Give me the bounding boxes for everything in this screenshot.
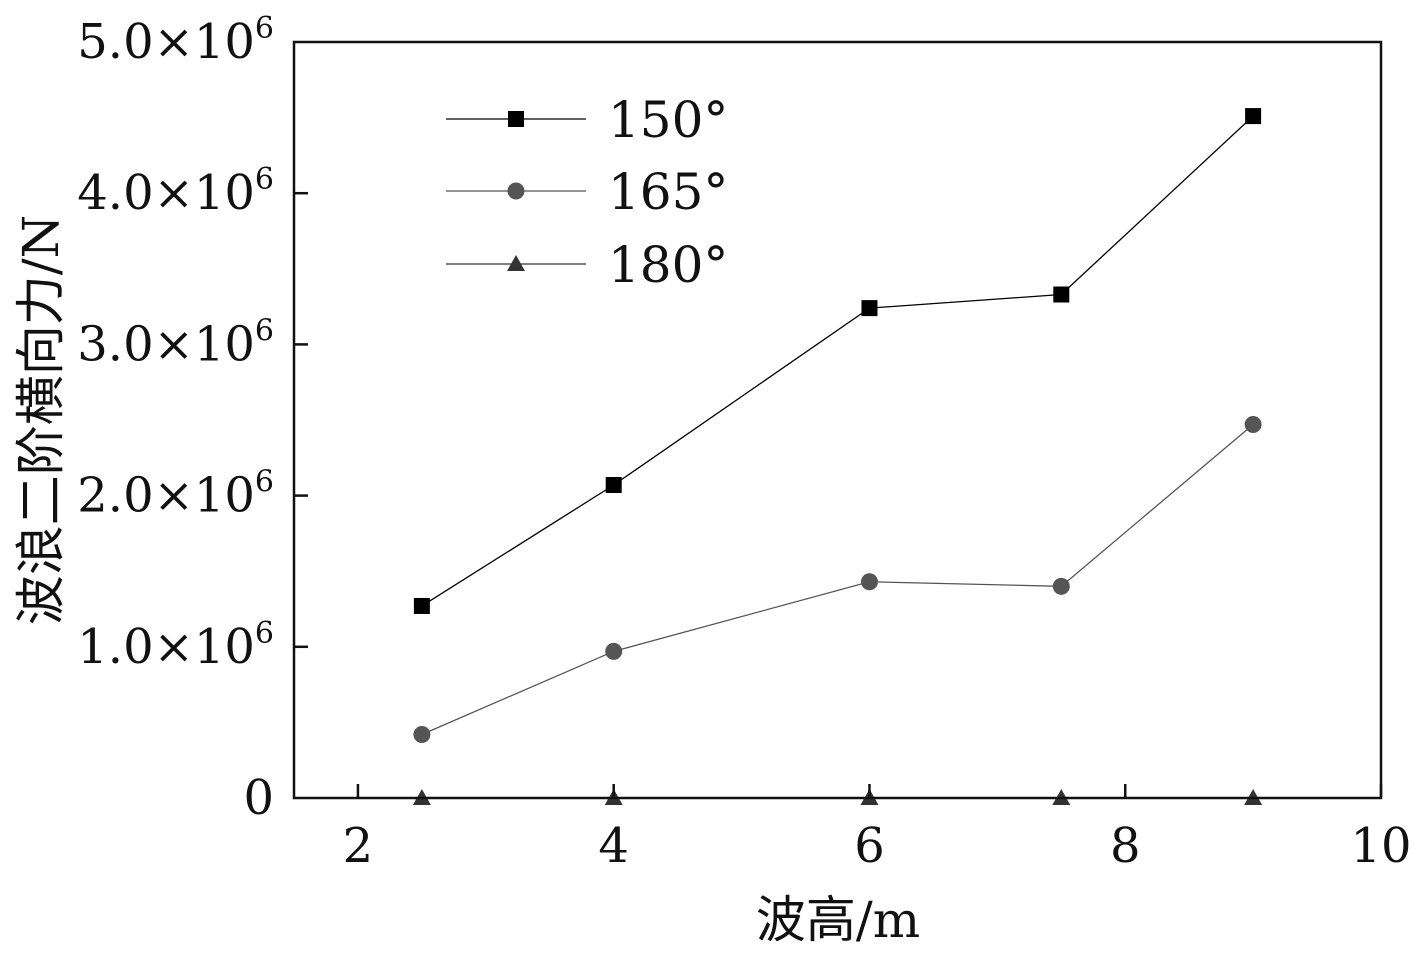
data-point — [860, 573, 878, 591]
plot-frame — [292, 40, 1383, 800]
series-layer — [412, 108, 1263, 805]
y-tick-mantissa: 1.0×10 — [77, 619, 255, 675]
legend: 150° 165° 180° — [446, 91, 728, 294]
y-tick-mantissa: 5.0×10 — [77, 14, 255, 70]
series-square — [413, 108, 1262, 614]
data-point — [1052, 577, 1070, 595]
legend-marker — [507, 255, 525, 271]
y-tick-exponent: 6 — [255, 313, 274, 348]
x-tick-label: 6 — [854, 818, 885, 874]
data-point — [413, 725, 431, 743]
y-tick-exponent: 6 — [255, 162, 274, 197]
legend-item: 180° — [446, 236, 728, 294]
ticks-layer: 2 4 6 8 1001.0×1062.0×1063.0×1064.0×1065.0×1… — [77, 11, 1411, 874]
y-tick-mantissa: 4.0×10 — [77, 165, 255, 221]
data-point — [605, 477, 622, 494]
x-tick-label: 2 — [343, 818, 374, 874]
legend-marker — [508, 111, 524, 127]
y-tick-exponent: 6 — [255, 465, 274, 500]
legend-label: 150° — [608, 91, 728, 149]
y-tick-mantissa: 3.0×10 — [77, 316, 255, 372]
y-axis-label: 波浪二阶横向力/N — [12, 215, 70, 626]
x-axis-label: 波高/m — [756, 891, 920, 949]
data-point — [413, 597, 430, 614]
y-tick-label: 3.0×106 — [77, 313, 274, 372]
series-circle — [413, 416, 1262, 743]
data-point — [1053, 286, 1070, 303]
legend-item: 165° — [446, 163, 728, 221]
y-tick-label: 4.0×106 — [77, 162, 274, 221]
legend-item: 150° — [446, 91, 728, 149]
y-tick-exponent: 6 — [255, 11, 274, 46]
data-point — [861, 300, 878, 317]
legend-label: 180° — [608, 236, 728, 294]
legend-marker — [507, 182, 525, 200]
legend-label: 165° — [608, 163, 728, 221]
y-tick-exponent: 6 — [255, 616, 274, 651]
x-tick-label: 8 — [1110, 818, 1141, 874]
x-tick-label: 4 — [598, 818, 629, 874]
y-tick-mantissa: 2.0×10 — [77, 468, 255, 524]
x-tick-label: 10 — [1350, 818, 1411, 874]
data-point — [1244, 416, 1262, 434]
y-tick-label: 5.0×106 — [77, 11, 274, 70]
data-point — [605, 642, 623, 660]
y-tick-label: 2.0×106 — [77, 465, 274, 524]
y-tick-label: 0 — [243, 770, 274, 826]
y-tick-mantissa: 0 — [243, 770, 274, 826]
series-line — [421, 424, 1254, 736]
series-line — [421, 115, 1254, 607]
data-point — [1245, 108, 1262, 125]
y-tick-label: 1.0×106 — [77, 616, 274, 675]
